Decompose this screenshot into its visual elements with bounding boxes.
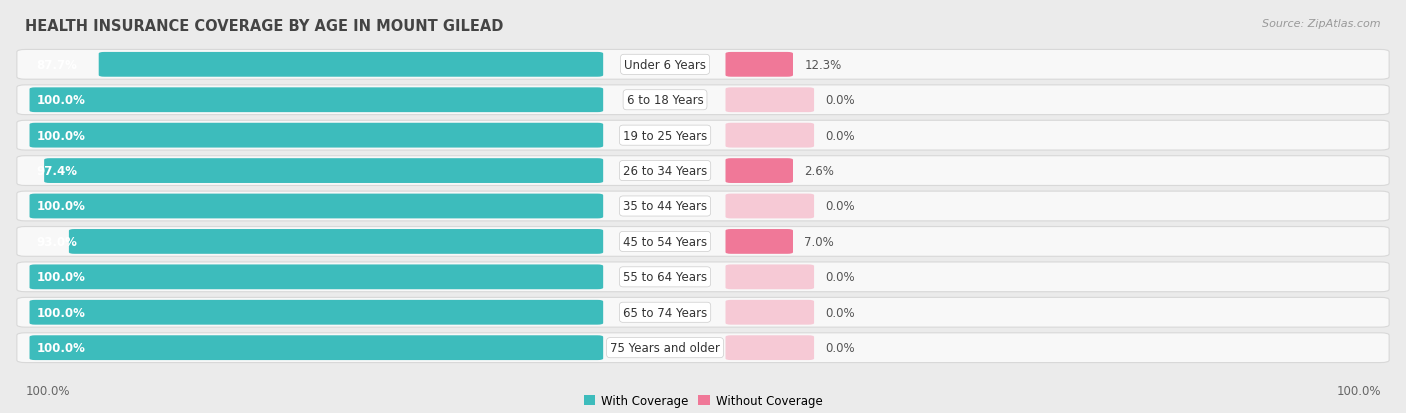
Text: 45 to 54 Years: 45 to 54 Years <box>623 235 707 248</box>
Text: 93.0%: 93.0% <box>37 235 77 248</box>
Text: 100.0%: 100.0% <box>37 342 86 354</box>
FancyBboxPatch shape <box>30 123 603 148</box>
Text: 0.0%: 0.0% <box>825 129 855 142</box>
FancyBboxPatch shape <box>17 262 1389 292</box>
FancyBboxPatch shape <box>69 230 603 254</box>
Text: 19 to 25 Years: 19 to 25 Years <box>623 129 707 142</box>
FancyBboxPatch shape <box>17 192 1389 221</box>
Text: 7.0%: 7.0% <box>804 235 834 248</box>
FancyBboxPatch shape <box>725 159 793 183</box>
Text: 6 to 18 Years: 6 to 18 Years <box>627 94 703 107</box>
Text: 12.3%: 12.3% <box>804 59 841 71</box>
FancyBboxPatch shape <box>725 230 793 254</box>
Text: 0.0%: 0.0% <box>825 342 855 354</box>
Text: 0.0%: 0.0% <box>825 306 855 319</box>
Text: 87.7%: 87.7% <box>37 59 77 71</box>
Text: 0.0%: 0.0% <box>825 271 855 284</box>
Text: 100.0%: 100.0% <box>37 200 86 213</box>
FancyBboxPatch shape <box>725 194 814 219</box>
FancyBboxPatch shape <box>44 159 603 183</box>
Text: 75 Years and older: 75 Years and older <box>610 342 720 354</box>
FancyBboxPatch shape <box>17 227 1389 256</box>
Text: 55 to 64 Years: 55 to 64 Years <box>623 271 707 284</box>
FancyBboxPatch shape <box>30 88 603 113</box>
Text: 100.0%: 100.0% <box>25 384 70 397</box>
FancyBboxPatch shape <box>725 335 814 360</box>
FancyBboxPatch shape <box>30 265 603 290</box>
FancyBboxPatch shape <box>17 156 1389 186</box>
Text: 100.0%: 100.0% <box>37 271 86 284</box>
Text: 97.4%: 97.4% <box>37 165 77 178</box>
Text: 100.0%: 100.0% <box>37 306 86 319</box>
FancyBboxPatch shape <box>725 300 814 325</box>
FancyBboxPatch shape <box>17 333 1389 363</box>
Text: 26 to 34 Years: 26 to 34 Years <box>623 165 707 178</box>
FancyBboxPatch shape <box>725 88 814 113</box>
Text: 65 to 74 Years: 65 to 74 Years <box>623 306 707 319</box>
FancyBboxPatch shape <box>30 300 603 325</box>
FancyBboxPatch shape <box>30 194 603 219</box>
Text: HEALTH INSURANCE COVERAGE BY AGE IN MOUNT GILEAD: HEALTH INSURANCE COVERAGE BY AGE IN MOUN… <box>25 19 503 33</box>
Text: 100.0%: 100.0% <box>37 129 86 142</box>
Text: 35 to 44 Years: 35 to 44 Years <box>623 200 707 213</box>
Text: Source: ZipAtlas.com: Source: ZipAtlas.com <box>1263 19 1381 28</box>
Text: 2.6%: 2.6% <box>804 165 834 178</box>
FancyBboxPatch shape <box>725 53 793 78</box>
Text: Under 6 Years: Under 6 Years <box>624 59 706 71</box>
FancyBboxPatch shape <box>725 265 814 290</box>
FancyBboxPatch shape <box>30 335 603 360</box>
FancyBboxPatch shape <box>17 85 1389 115</box>
Text: 0.0%: 0.0% <box>825 200 855 213</box>
FancyBboxPatch shape <box>17 50 1389 80</box>
FancyBboxPatch shape <box>17 121 1389 151</box>
Text: 0.0%: 0.0% <box>825 94 855 107</box>
Text: 100.0%: 100.0% <box>1336 384 1381 397</box>
FancyBboxPatch shape <box>17 298 1389 328</box>
FancyBboxPatch shape <box>98 53 603 78</box>
FancyBboxPatch shape <box>725 123 814 148</box>
Text: 100.0%: 100.0% <box>37 94 86 107</box>
Legend: With Coverage, Without Coverage: With Coverage, Without Coverage <box>583 394 823 407</box>
